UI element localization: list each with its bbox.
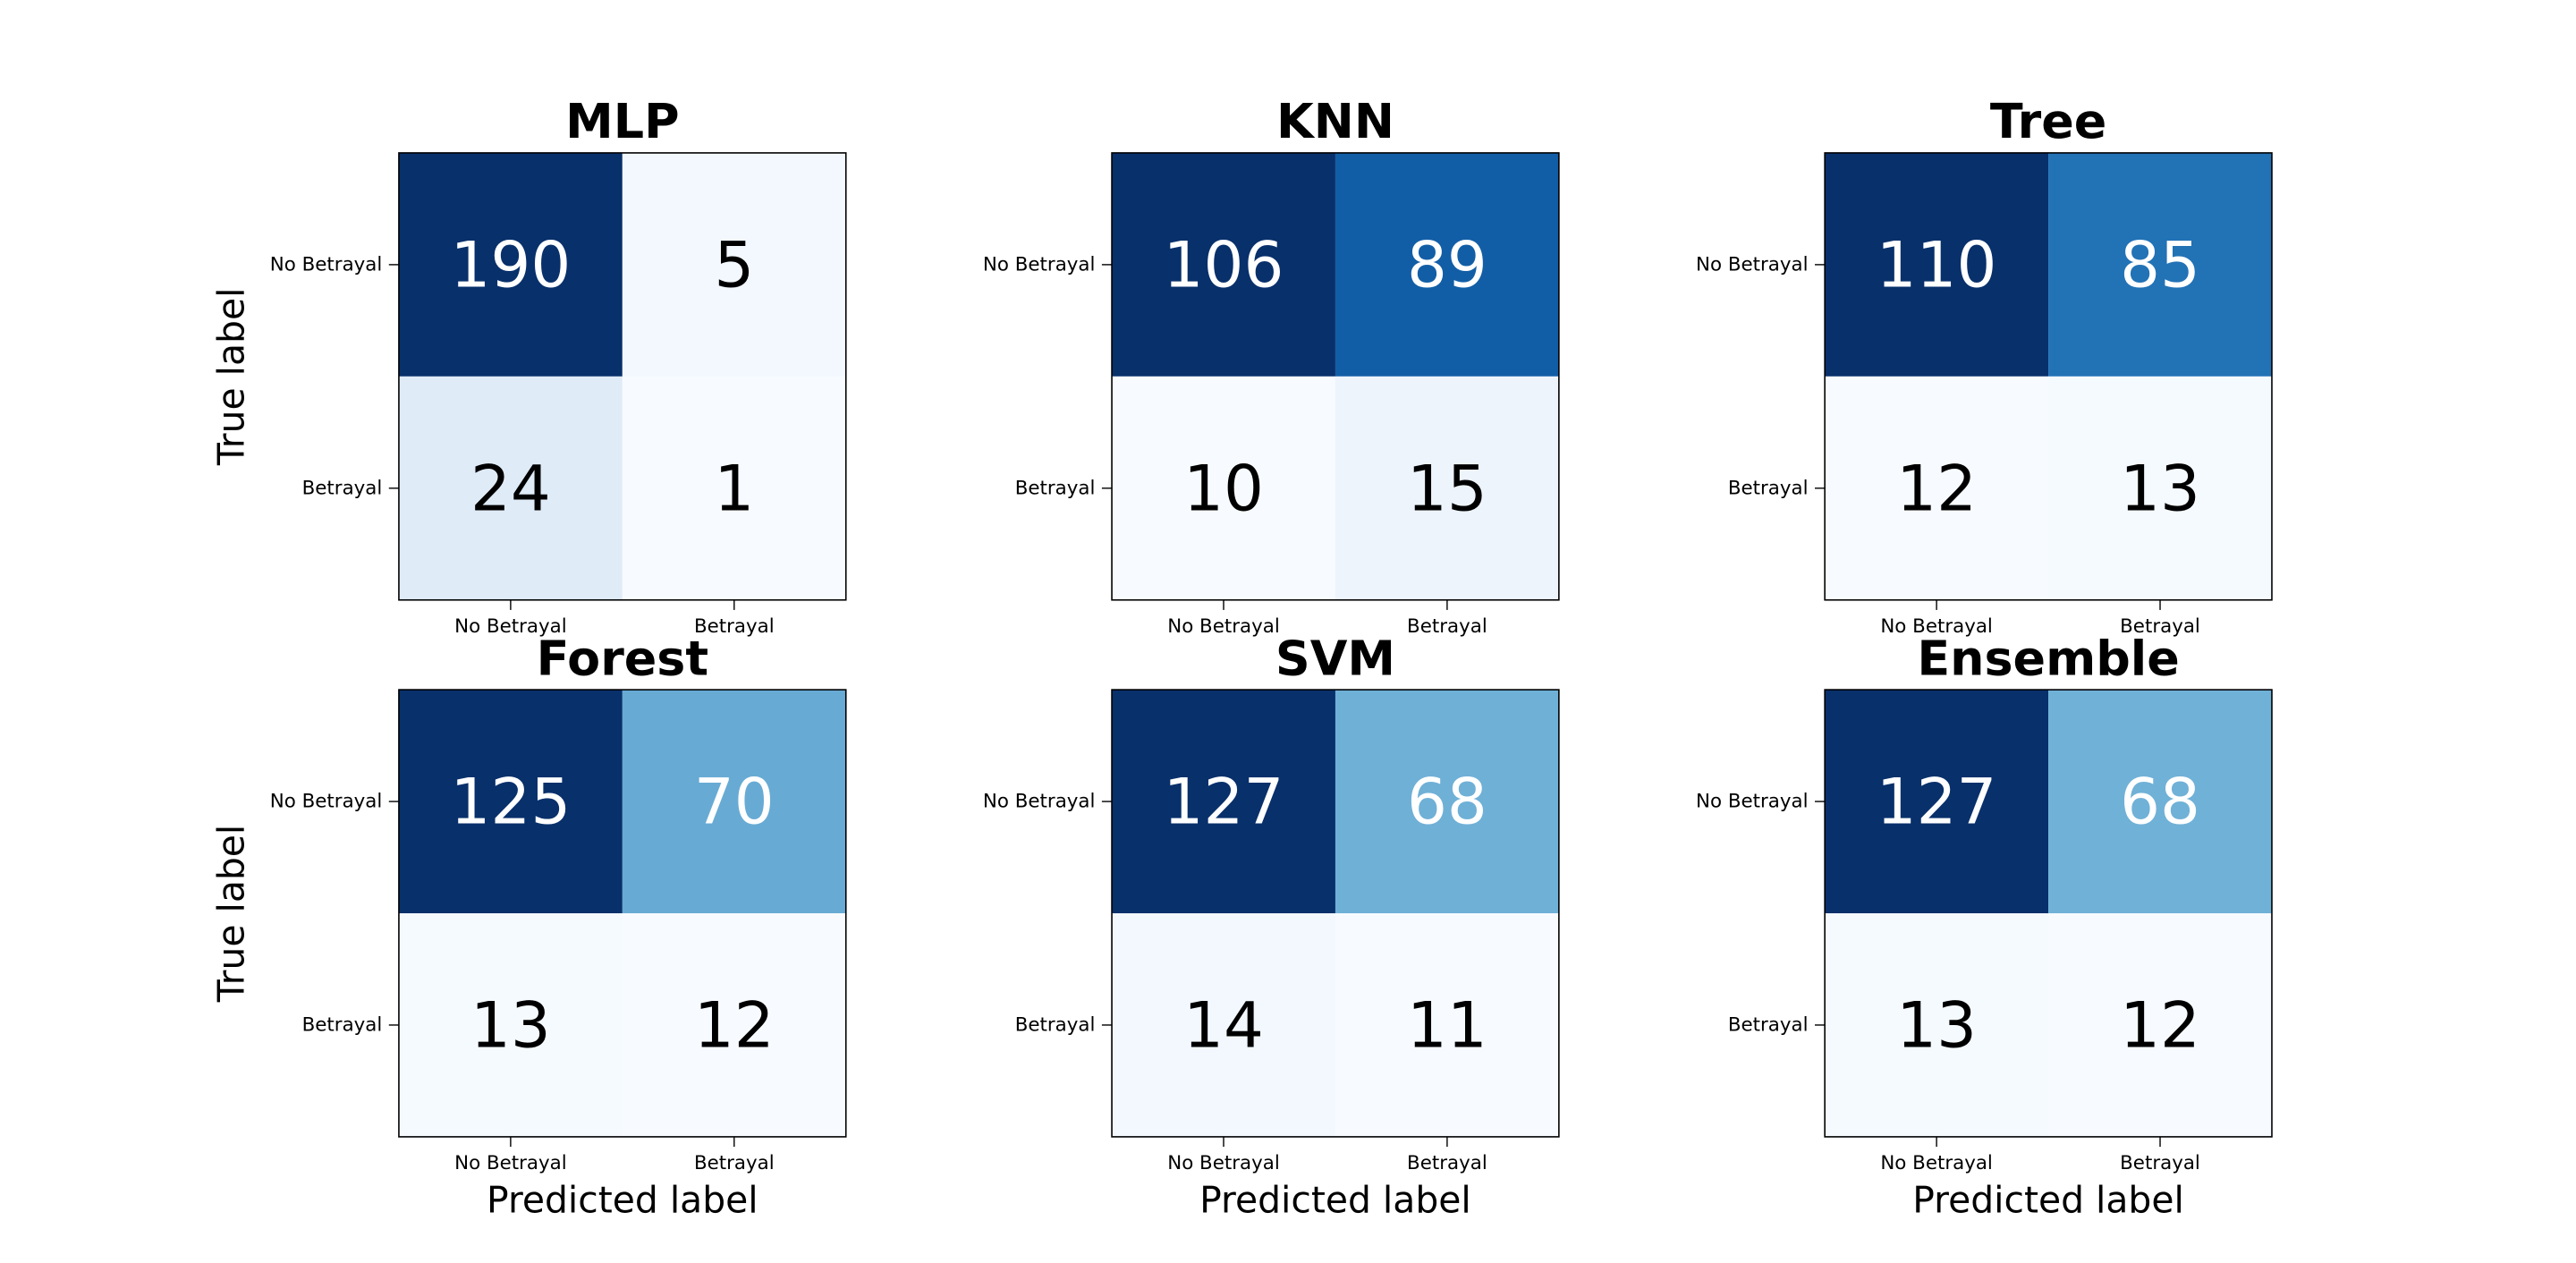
cell-value-label: 89 xyxy=(1407,227,1487,301)
x-tick-label: No Betrayal xyxy=(1167,615,1280,638)
confusion-matrix-mlp: 190 5 24 1 MLP No Betrayal Betrayal No Betrayal… xyxy=(209,93,847,638)
matrix-frame xyxy=(1824,152,2273,601)
cell-value-label: 12 xyxy=(2120,988,2200,1062)
matrix-cell xyxy=(1335,690,1559,914)
x-tick-label: No Betrayal xyxy=(454,615,567,638)
matrix-cell xyxy=(1112,376,1335,600)
cell-value-label: 110 xyxy=(1877,227,1997,301)
y-tick-label: Betrayal xyxy=(302,1013,383,1036)
matrix-cell xyxy=(1112,152,1335,377)
x-tick-label: No Betrayal xyxy=(1880,1152,1993,1174)
cell-value-label: 5 xyxy=(714,227,754,301)
panel-title: MLP xyxy=(565,93,679,149)
y-tick-label: No Betrayal xyxy=(270,791,383,813)
matrix-frame xyxy=(1111,689,1560,1138)
panel-title: Forest xyxy=(537,630,709,686)
cell-value-label: 12 xyxy=(1896,451,1977,525)
cell-value-label: 14 xyxy=(1183,988,1264,1062)
panel-title: Ensemble xyxy=(1917,630,2179,686)
confusion-matrix-tree: 110 85 12 13 Tree No Betrayal Betrayal No Betra… xyxy=(1696,93,2273,638)
cell-value-label: 68 xyxy=(1407,765,1487,839)
matrix-cell xyxy=(398,913,623,1137)
matrix-frame xyxy=(398,689,847,1138)
cell-value-label: 190 xyxy=(451,227,572,301)
matrix-cell xyxy=(1112,690,1335,914)
cell-value-label: 127 xyxy=(1164,765,1284,839)
matrix-cell xyxy=(622,913,846,1137)
x-tick-label: Betrayal xyxy=(1407,615,1487,638)
matrix-cell xyxy=(2048,690,2272,914)
x-tick-label: Betrayal xyxy=(2120,615,2200,638)
x-axis-label: Predicted label xyxy=(1199,1179,1471,1222)
confusion-matrix-knn: 106 89 10 15 KNN No Betrayal Betrayal No Betray… xyxy=(983,93,1560,638)
cell-value-label: 24 xyxy=(470,451,551,525)
cell-value-label: 10 xyxy=(1183,451,1264,525)
y-axis-label: True label xyxy=(209,825,252,1004)
matrix-cell xyxy=(398,152,623,377)
x-tick-label: Betrayal xyxy=(1407,1152,1487,1174)
matrix-cell xyxy=(622,376,846,600)
x-tick-label: No Betrayal xyxy=(1880,615,1993,638)
y-tick-label: Betrayal xyxy=(1015,477,1096,499)
cell-value-label: 15 xyxy=(1407,451,1487,525)
y-tick-label: Betrayal xyxy=(1015,1013,1096,1036)
cell-value-label: 68 xyxy=(2120,765,2200,839)
x-tick-label: No Betrayal xyxy=(454,1152,567,1174)
matrix-frame xyxy=(1111,152,1560,601)
x-tick-label: No Betrayal xyxy=(1167,1152,1280,1174)
matrix-cell xyxy=(622,690,846,914)
matrix-frame xyxy=(1824,689,2273,1138)
cell-value-label: 1 xyxy=(714,451,754,525)
y-tick-label: No Betrayal xyxy=(983,791,1096,813)
matrix-cell xyxy=(1335,913,1559,1137)
cell-value-label: 85 xyxy=(2120,227,2200,301)
confusion-matrix-forest: 125 70 13 12 Forest No Betrayal Betrayal No Bet… xyxy=(209,630,847,1222)
y-tick-label: No Betrayal xyxy=(1696,791,1809,813)
cell-value-label: 13 xyxy=(470,988,551,1062)
matrix-cell xyxy=(1825,152,2049,377)
cell-value-label: 127 xyxy=(1877,765,1997,839)
matrix-cell xyxy=(1112,913,1335,1137)
matrix-cell xyxy=(1335,152,1559,377)
matrix-cell xyxy=(1825,690,2049,914)
x-tick-label: Betrayal xyxy=(2120,1152,2200,1174)
cell-value-label: 13 xyxy=(1896,988,1977,1062)
matrix-cell xyxy=(1825,913,2049,1137)
cell-value-label: 106 xyxy=(1164,227,1284,301)
y-tick-label: No Betrayal xyxy=(1696,253,1809,275)
cell-value-label: 70 xyxy=(694,765,775,839)
cell-value-label: 11 xyxy=(1407,988,1487,1062)
x-axis-label: Predicted label xyxy=(1912,1179,2184,1222)
panel-title: SVM xyxy=(1275,630,1395,686)
y-tick-label: Betrayal xyxy=(1728,477,1809,499)
matrix-cell xyxy=(1825,376,2049,600)
x-axis-label: Predicted label xyxy=(487,1179,758,1222)
matrix-cell xyxy=(1335,376,1559,600)
matrix-cell xyxy=(2048,913,2272,1137)
confusion-matrix-svm: 127 68 14 11 SVM No Betrayal Betrayal No Betray… xyxy=(983,630,1560,1222)
panel-title: KNN xyxy=(1276,93,1394,149)
y-tick-label: No Betrayal xyxy=(983,253,1096,275)
y-axis-label: True label xyxy=(209,288,252,467)
y-tick-label: Betrayal xyxy=(302,477,383,499)
y-tick-label: No Betrayal xyxy=(270,253,383,275)
panel-title: Tree xyxy=(1990,93,2106,149)
matrix-cell xyxy=(398,376,623,600)
x-tick-label: Betrayal xyxy=(694,1152,775,1174)
matrix-cell xyxy=(398,690,623,914)
matrix-frame xyxy=(398,152,847,601)
cell-value-label: 12 xyxy=(694,988,775,1062)
cell-value-label: 13 xyxy=(2120,451,2200,525)
matrix-cell xyxy=(2048,152,2272,377)
confusion-matrix-ensemble: 127 68 13 12 Ensemble No Betrayal Betrayal No B… xyxy=(1696,630,2273,1222)
cell-value-label: 125 xyxy=(451,765,572,839)
x-tick-label: Betrayal xyxy=(694,615,775,638)
matrix-cell xyxy=(622,152,846,377)
y-tick-label: Betrayal xyxy=(1728,1013,1809,1036)
matrix-cell xyxy=(2048,376,2272,600)
